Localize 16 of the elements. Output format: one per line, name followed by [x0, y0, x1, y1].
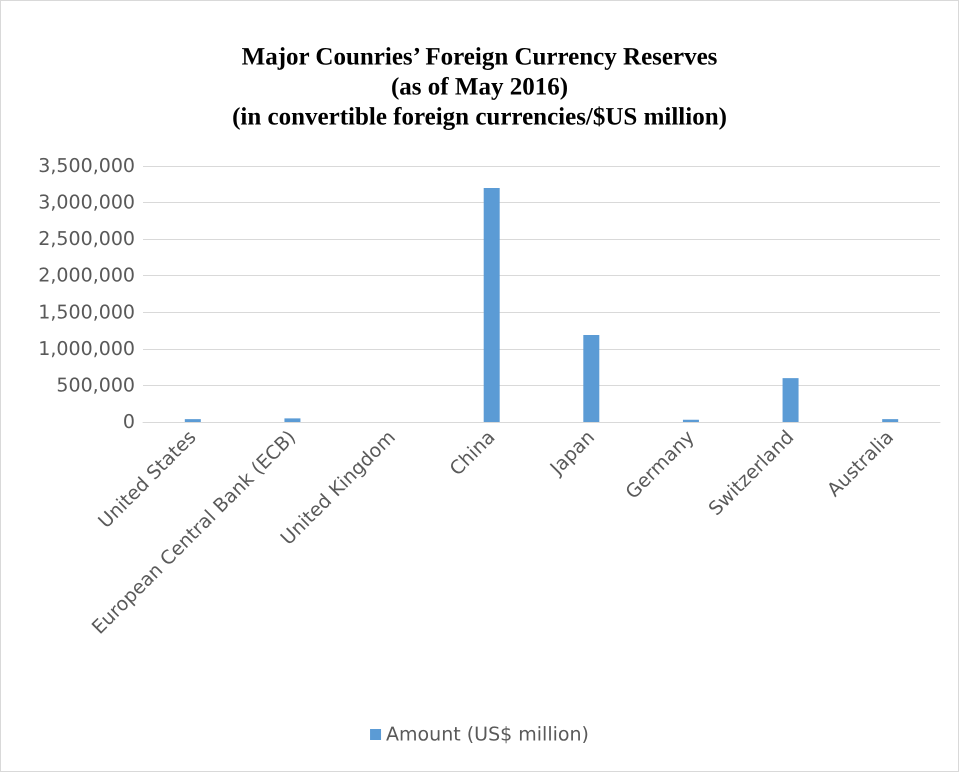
y-tick-label: 0 — [122, 411, 135, 433]
y-tick-label: 3,500,000 — [38, 155, 135, 177]
chart-title: Major Counries’ Foreign Currency Reserves (as of May 2016) (in convertible foreign currencies/$US million) — [232, 44, 727, 130]
y-tick-label: 500,000 — [56, 374, 135, 396]
y-tick-label: 2,000,000 — [38, 264, 135, 287]
y-tick-label: 3,000,000 — [38, 192, 135, 214]
y-tick-label: 2,500,000 — [38, 228, 135, 250]
bar — [882, 419, 898, 422]
bar — [484, 188, 500, 422]
legend-label: Amount (US$ million) — [386, 724, 589, 746]
y-tick-label: 1,000,000 — [38, 338, 135, 360]
bar — [284, 418, 300, 422]
bar — [583, 334, 600, 422]
y-tick-label: 1,500,000 — [38, 301, 135, 324]
bar — [782, 378, 799, 422]
bar — [184, 419, 201, 422]
